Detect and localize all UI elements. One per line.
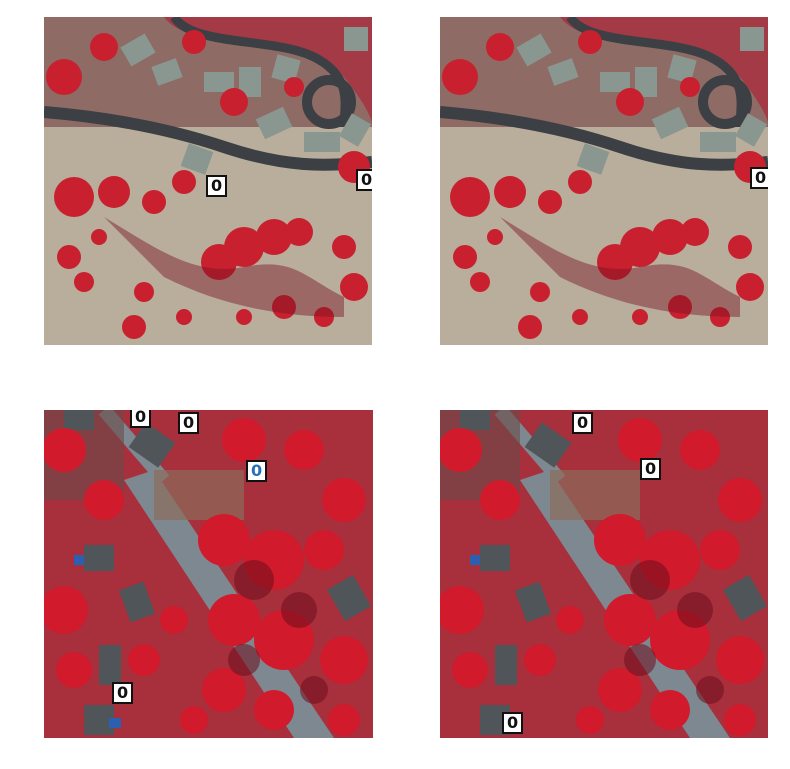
- aerial-image-bottom-left: [44, 410, 373, 738]
- image-panel-bottom-right: 0 0 0: [440, 410, 768, 738]
- aerial-image-top-left: [44, 17, 372, 345]
- image-panel-top-left: 0 0: [44, 17, 372, 345]
- aerial-image-top-right: [440, 17, 768, 345]
- count-label: 0: [178, 412, 200, 434]
- image-panel-bottom-left: 0 0 0 0: [44, 410, 373, 738]
- count-label: 0: [112, 682, 134, 704]
- aerial-image-bottom-right: [440, 410, 768, 738]
- count-label: 0: [246, 460, 268, 482]
- count-label: 0: [640, 458, 662, 480]
- count-label: 0: [130, 410, 152, 428]
- count-label: 0: [356, 169, 372, 191]
- count-label: 0: [572, 412, 594, 434]
- count-label: 0: [206, 175, 228, 197]
- image-panel-top-right: 0: [440, 17, 768, 345]
- count-label: 0: [502, 712, 524, 734]
- count-label: 0: [750, 167, 768, 189]
